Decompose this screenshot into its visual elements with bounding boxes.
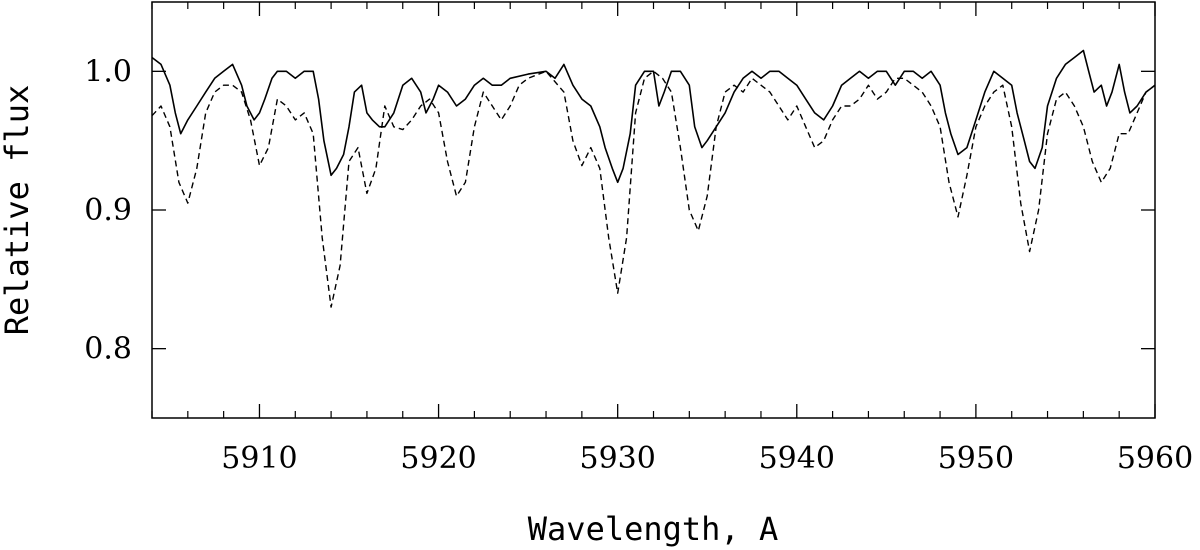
x-tick-label: 5940	[759, 441, 835, 476]
plot-layer	[151, 49, 1156, 308]
ticks-layer: 5910 5920 5930 5940 5950 5960 0.8 0.9 1.0	[84, 2, 1193, 476]
x-tick-label: 5960	[1117, 441, 1193, 476]
x-tick-label: 5920	[400, 441, 476, 476]
y-tick-label: 0.8	[84, 332, 132, 367]
x-axis-label: Wavelength, A	[528, 510, 778, 548]
y-axis-label: Relative flux	[0, 85, 36, 335]
x-tick-label: 5910	[221, 441, 297, 476]
x-tick-label: 5930	[579, 441, 655, 476]
x-tick-label: 5950	[938, 441, 1014, 476]
plot-frame	[151, 1, 1156, 419]
y-tick-label: 1.0	[84, 54, 132, 89]
y-tick-label: 0.9	[84, 193, 132, 228]
series-line-solid	[151, 49, 1156, 184]
series-line-dashed	[151, 70, 1156, 308]
